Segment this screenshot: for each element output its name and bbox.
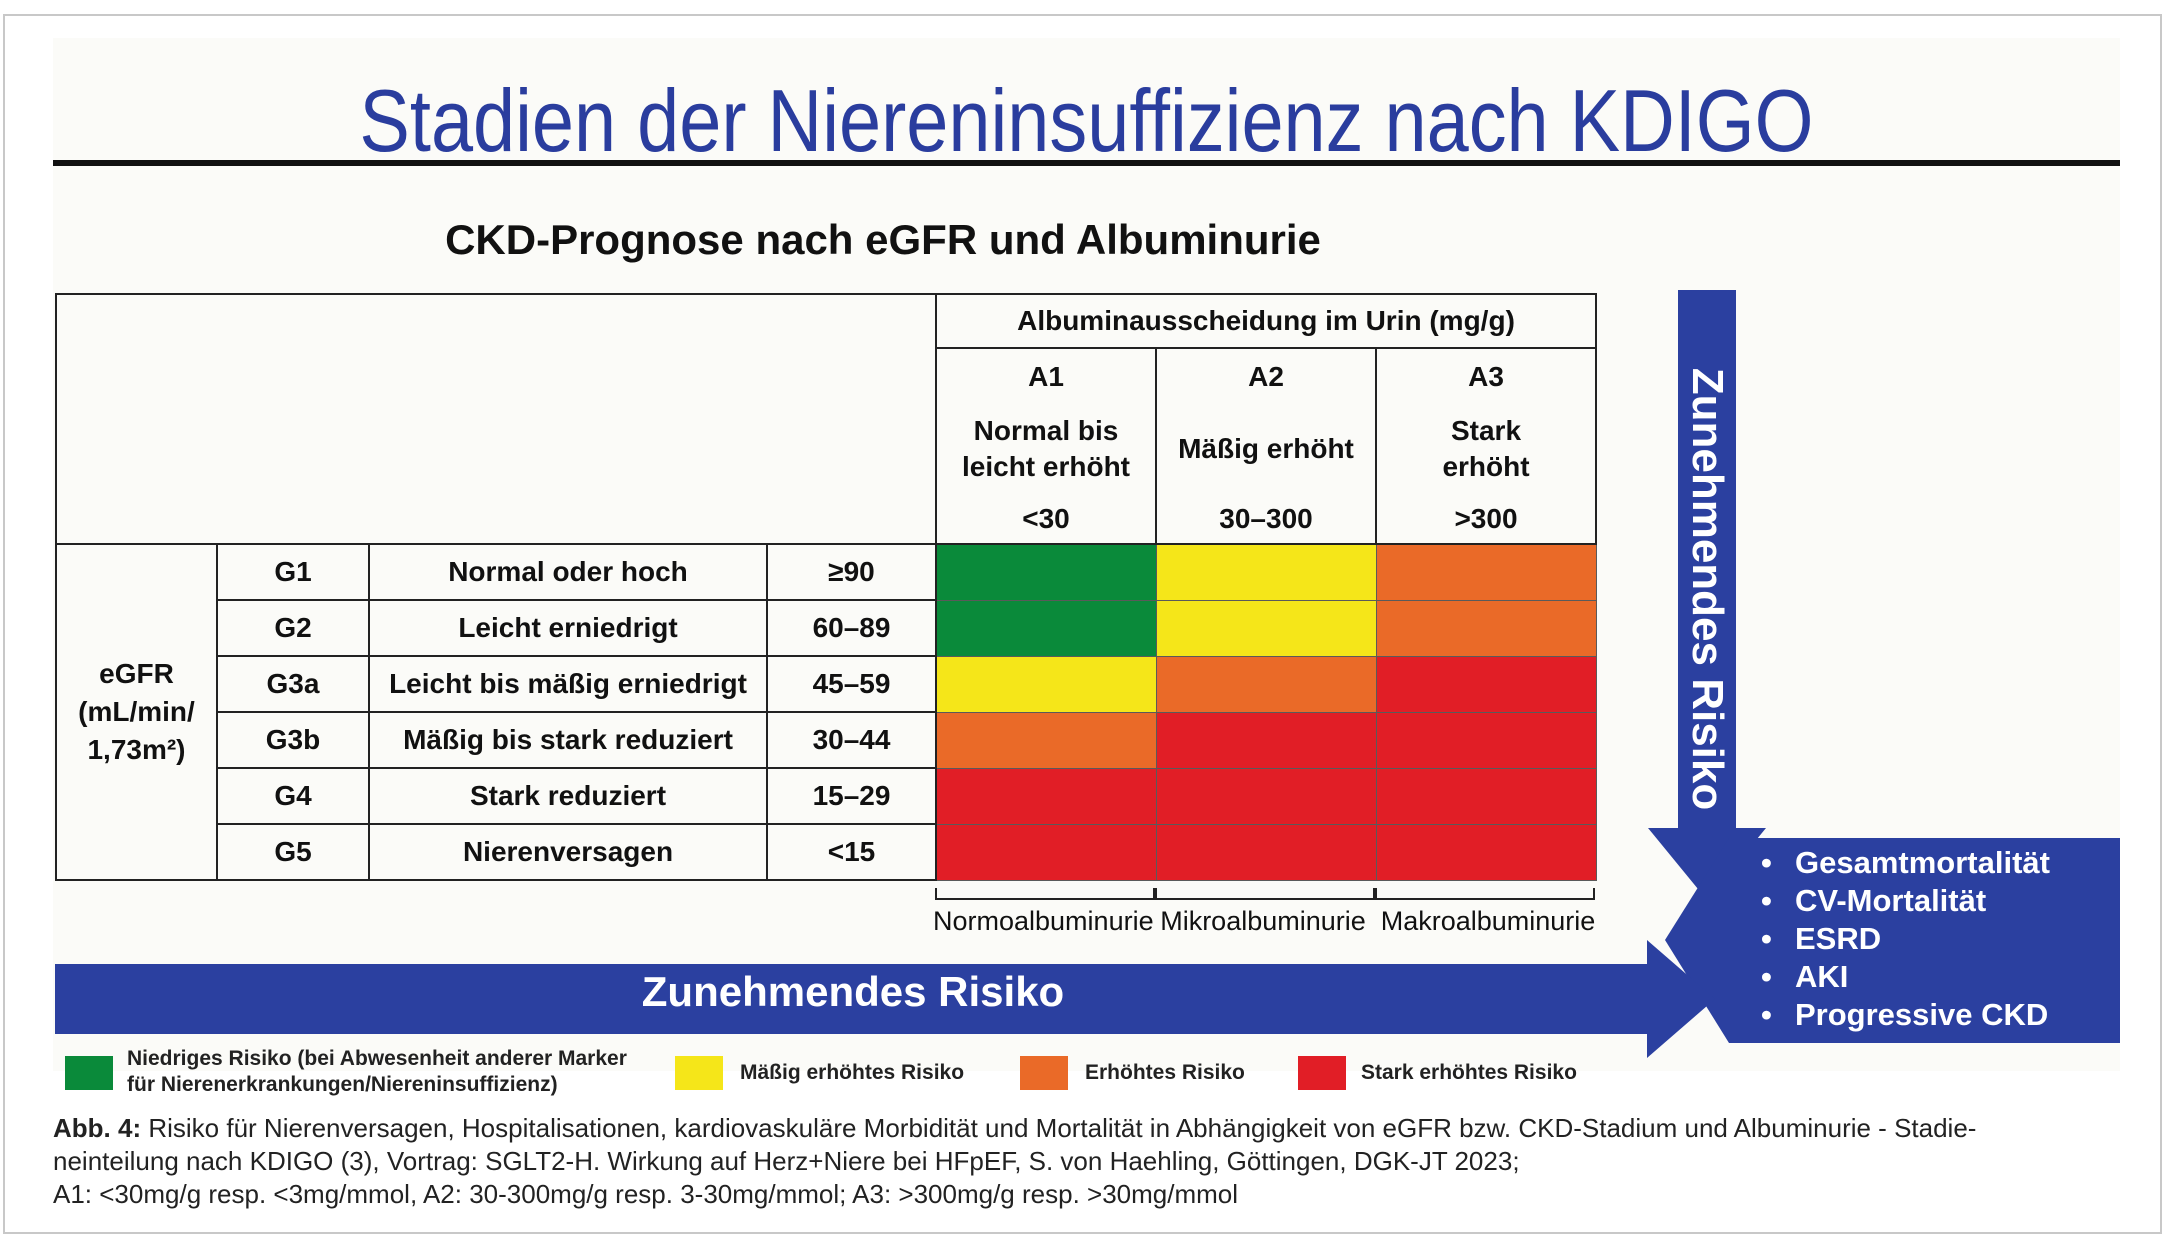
outcome-list: • Gesamtmortalität • CV-Mortalität • ESRD •… <box>1761 844 2050 1034</box>
caption-label: Abb. 4: <box>53 1113 142 1143</box>
outcome-item: • ESRD <box>1761 921 1882 956</box>
stage-desc: Leicht erniedrigt <box>368 599 768 657</box>
albumin-header: Albuminausscheidung im Urin (mg/g) <box>935 293 1597 349</box>
outcome-box <box>1665 838 2120 1043</box>
risk-cell <box>1155 711 1377 769</box>
column-desc: leicht erhöht <box>961 451 1130 482</box>
legend-label-orange: Erhöhtes Risiko <box>1085 1061 1245 1084</box>
risk-cell <box>1375 823 1597 881</box>
stage-range: 45–59 <box>766 655 937 713</box>
column-range: >300 <box>1454 503 1518 534</box>
stage-code: G3b <box>216 711 370 769</box>
risk-cell <box>935 655 1157 713</box>
stage-range: 15–29 <box>766 767 937 825</box>
table-row: G5 Nierenversagen <15 <box>56 823 1597 881</box>
outcome-item: • AKI <box>1761 959 1849 994</box>
table-row: G3a Leicht bis mäßig erniedrigt 45–59 <box>56 655 1597 713</box>
stage-code: G5 <box>216 823 370 881</box>
stage-range: 60–89 <box>766 599 937 657</box>
title-divider <box>53 160 2120 166</box>
legend-swatch-green <box>65 1056 113 1090</box>
risk-cell <box>1155 543 1377 601</box>
legend-swatch-red <box>1298 1056 1346 1090</box>
risk-cell <box>1375 543 1597 601</box>
risk-cell <box>935 711 1157 769</box>
stage-desc: Stark reduziert <box>368 767 768 825</box>
stage-range: ≥90 <box>766 543 937 601</box>
figure-subtitle: CKD-Prognose nach eGFR und Albuminurie <box>445 216 1321 263</box>
column-range: <30 <box>1022 503 1070 534</box>
column-code: A3 <box>1468 361 1504 392</box>
kdigo-risk-table: Albuminausscheidung im Urin (mg/g) A1 No… <box>55 293 1597 881</box>
column-bracket <box>935 888 1155 900</box>
table-row: eGFR (mL/min/1,73m²) G1 Normal oder hoch … <box>55 543 1597 881</box>
caption-line: Risiko für Nierenversagen, Hospitalisati… <box>141 1113 1977 1143</box>
caption-line: neinteilung nach KDIGO (3), Vortrag: SGL… <box>53 1146 1520 1176</box>
risk-cell <box>1375 767 1597 825</box>
column-range: 30–300 <box>1219 503 1313 534</box>
stage-desc: Normal oder hoch <box>368 543 768 601</box>
risk-cell <box>935 599 1157 657</box>
column-bracket <box>1155 888 1375 900</box>
stage-desc: Mäßig bis stark reduziert <box>368 711 768 769</box>
column-desc: erhöht <box>1442 451 1530 482</box>
legend-label-red: Stark erhöhtes Risiko <box>1361 1061 1577 1084</box>
risk-cell <box>1375 655 1597 713</box>
risk-cell <box>1155 599 1377 657</box>
figure-title: Stadien der Niereninsuffizienz nach KDIG… <box>359 71 1814 170</box>
column-desc: Normal bis <box>973 415 1119 446</box>
risk-cell <box>1155 823 1377 881</box>
stage-desc: Leicht bis mäßig erniedrigt <box>368 655 768 713</box>
column-header-a2: A2 Mäßig erhöht 30–300 <box>1155 347 1377 545</box>
table-corner <box>55 293 937 545</box>
risk-cell <box>935 543 1157 601</box>
albuminuria-label: Makroalbuminurie <box>1380 906 1596 936</box>
risk-legend: Niedriges Risiko (bei Abwesenheit andere… <box>63 1046 2113 1106</box>
egfr-label: eGFR (mL/min/1,73m²) <box>55 543 218 881</box>
stage-range: 30–44 <box>766 711 937 769</box>
column-code: A1 <box>1028 361 1064 392</box>
column-bracket <box>1375 888 1595 900</box>
stage-code: G2 <box>216 599 370 657</box>
outcome-item: • Progressive CKD <box>1761 997 2049 1032</box>
stage-desc: Nierenversagen <box>368 823 768 881</box>
horizontal-risk-label: Zunehmendes Risiko <box>641 968 1065 1015</box>
caption-line: A1: <30mg/g resp. <3mg/mmol, A2: 30-300m… <box>53 1179 1239 1209</box>
stage-range: <15 <box>766 823 937 881</box>
risk-cell <box>1375 599 1597 657</box>
outcome-item: • CV-Mortalität <box>1761 883 1987 918</box>
kdigo-figure: Stadien der Niereninsuffizienz nach KDIG… <box>53 38 2120 1096</box>
legend-label-yellow: Mäßig erhöhtes Risiko <box>740 1061 965 1084</box>
albuminuria-label: Mikroalbuminurie <box>1160 906 1366 936</box>
column-desc: Mäßig erhöht <box>1178 433 1354 464</box>
horizontal-risk-arrow <box>55 940 1715 1058</box>
stage-code: G1 <box>216 543 370 601</box>
risk-cell <box>1375 711 1597 769</box>
risk-cell <box>935 767 1157 825</box>
table-row: G3b Mäßig bis stark reduziert 30–44 <box>56 711 1597 769</box>
column-code: A2 <box>1248 361 1284 392</box>
legend-swatch-yellow <box>675 1056 723 1090</box>
column-header-a1: A1 Normal bis leicht erhöht <30 <box>935 347 1157 545</box>
albuminuria-label: Normoalbuminurie <box>933 906 1154 936</box>
figure-caption: Abb. 4: Risiko für Nierenversagen, Hospi… <box>53 1112 2123 1211</box>
outcome-item: • Gesamtmortalität <box>1761 845 2050 880</box>
legend-swatch-orange <box>1020 1056 1068 1090</box>
legend-label-green: Niedriges Risiko (bei Abwesenheit andere… <box>127 1047 627 1096</box>
column-desc: Stark <box>1450 415 1522 446</box>
risk-cell <box>935 823 1157 881</box>
risk-cell <box>1155 767 1377 825</box>
table-row: G2 Leicht erniedrigt 60–89 <box>56 599 1597 657</box>
vertical-risk-arrow <box>1648 290 1766 900</box>
risk-cell <box>1155 655 1377 713</box>
stage-code: G4 <box>216 767 370 825</box>
stage-code: G3a <box>216 655 370 713</box>
column-header-a3: A3 Stark erhöht >300 <box>1375 347 1597 545</box>
table-row: G4 Stark reduziert 15–29 <box>56 767 1597 825</box>
